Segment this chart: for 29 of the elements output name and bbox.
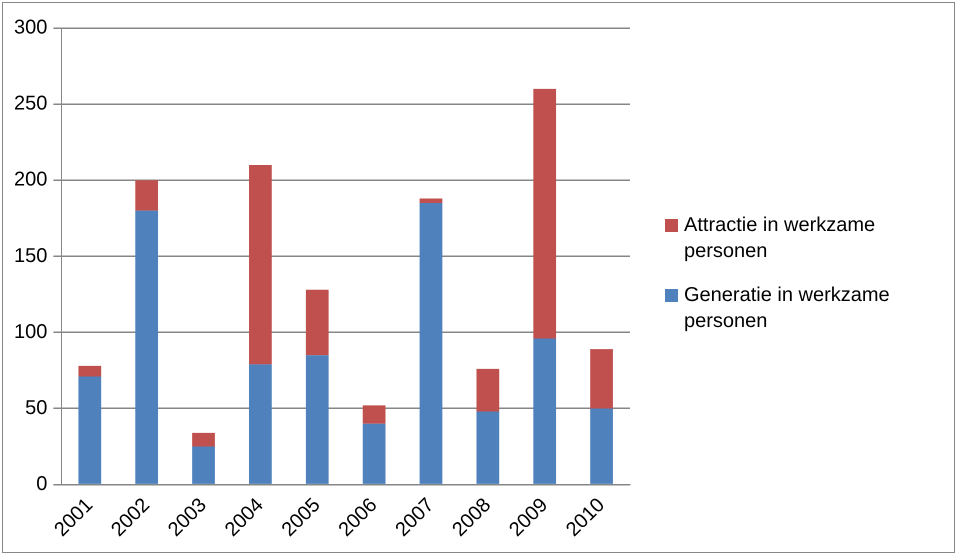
bar <box>533 338 556 484</box>
bar <box>135 210 158 484</box>
y-tick-label: 0 <box>36 473 48 496</box>
y-tick-label: 150 <box>14 244 48 267</box>
y-tick-label: 50 <box>25 396 48 419</box>
y-tick-label: 100 <box>14 320 48 343</box>
bar <box>362 424 386 484</box>
bar <box>78 366 102 377</box>
bar <box>249 164 272 364</box>
bar <box>306 290 329 356</box>
y-tick-label: 250 <box>14 92 48 115</box>
bar <box>78 376 102 484</box>
legend-label: Attractie in werkzame personen <box>684 213 876 264</box>
bar <box>476 368 500 412</box>
bar <box>533 88 556 338</box>
bar <box>362 405 386 424</box>
bar <box>420 203 442 484</box>
y-tick-label: 200 <box>14 168 48 191</box>
bar <box>420 198 442 204</box>
y-tick-label: 300 <box>14 16 48 39</box>
legend-label: Generatie in werkzame personen <box>684 283 891 334</box>
bar <box>135 180 158 211</box>
bar <box>192 432 215 447</box>
bar <box>590 349 613 408</box>
bar <box>476 412 500 484</box>
bar <box>590 408 613 484</box>
bar <box>249 364 272 484</box>
bar <box>306 355 329 484</box>
bar <box>192 446 215 484</box>
